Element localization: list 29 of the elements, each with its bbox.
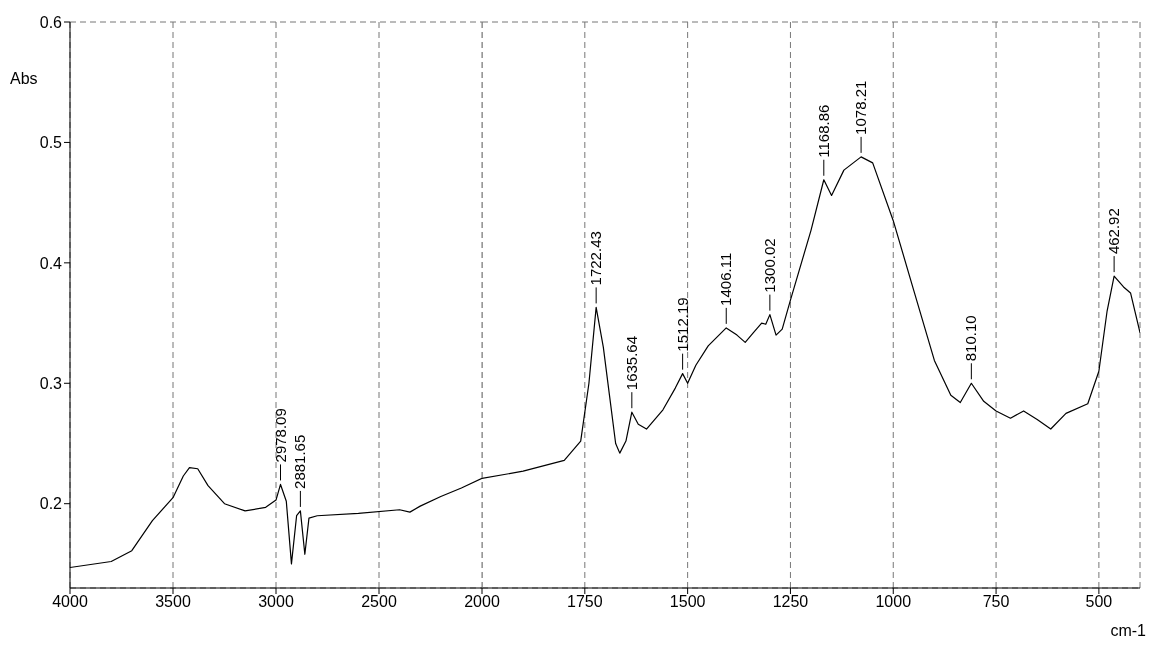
annotation: 810.10 — [962, 315, 980, 362]
x-tick-label: 1750 — [567, 593, 603, 611]
annotation: 462.92 — [1105, 208, 1123, 255]
annotation: 2978.09 — [271, 408, 289, 463]
annotation: 1078.21 — [852, 80, 870, 135]
annotation: 1722.43 — [587, 231, 605, 286]
annotation: 1168.86 — [814, 104, 832, 158]
x-tick-label: 750 — [982, 593, 1010, 611]
annotation: 1635.64 — [622, 335, 640, 391]
x-tick-label: 1500 — [669, 593, 706, 611]
x-tick-label: 2500 — [361, 593, 397, 611]
y-axis-title: Abs — [10, 70, 38, 88]
x-tick-label: 3000 — [258, 593, 294, 611]
x-tick-label: 3500 — [155, 593, 191, 611]
y-tick-label: 0.3 — [39, 374, 63, 392]
annotation: 2881.65 — [291, 434, 309, 489]
y-tick-label: 0.4 — [39, 254, 63, 272]
x-tick-label: 1250 — [772, 593, 809, 611]
x-tick-label: 500 — [1085, 593, 1113, 611]
x-tick-label: 2000 — [464, 593, 500, 611]
y-tick-label: 0.2 — [39, 495, 63, 513]
x-tick-label: 4000 — [52, 593, 88, 611]
x-tick-label: 1000 — [875, 593, 912, 611]
y-tick-label: 0.6 — [39, 13, 63, 31]
y-tick-label: 0.5 — [39, 134, 63, 152]
annotation: 1300.02 — [760, 238, 778, 293]
annotation: 1406.11 — [717, 252, 735, 306]
x-axis-title: cm-1 — [1110, 622, 1146, 640]
annotation: 1512.19 — [673, 297, 691, 352]
